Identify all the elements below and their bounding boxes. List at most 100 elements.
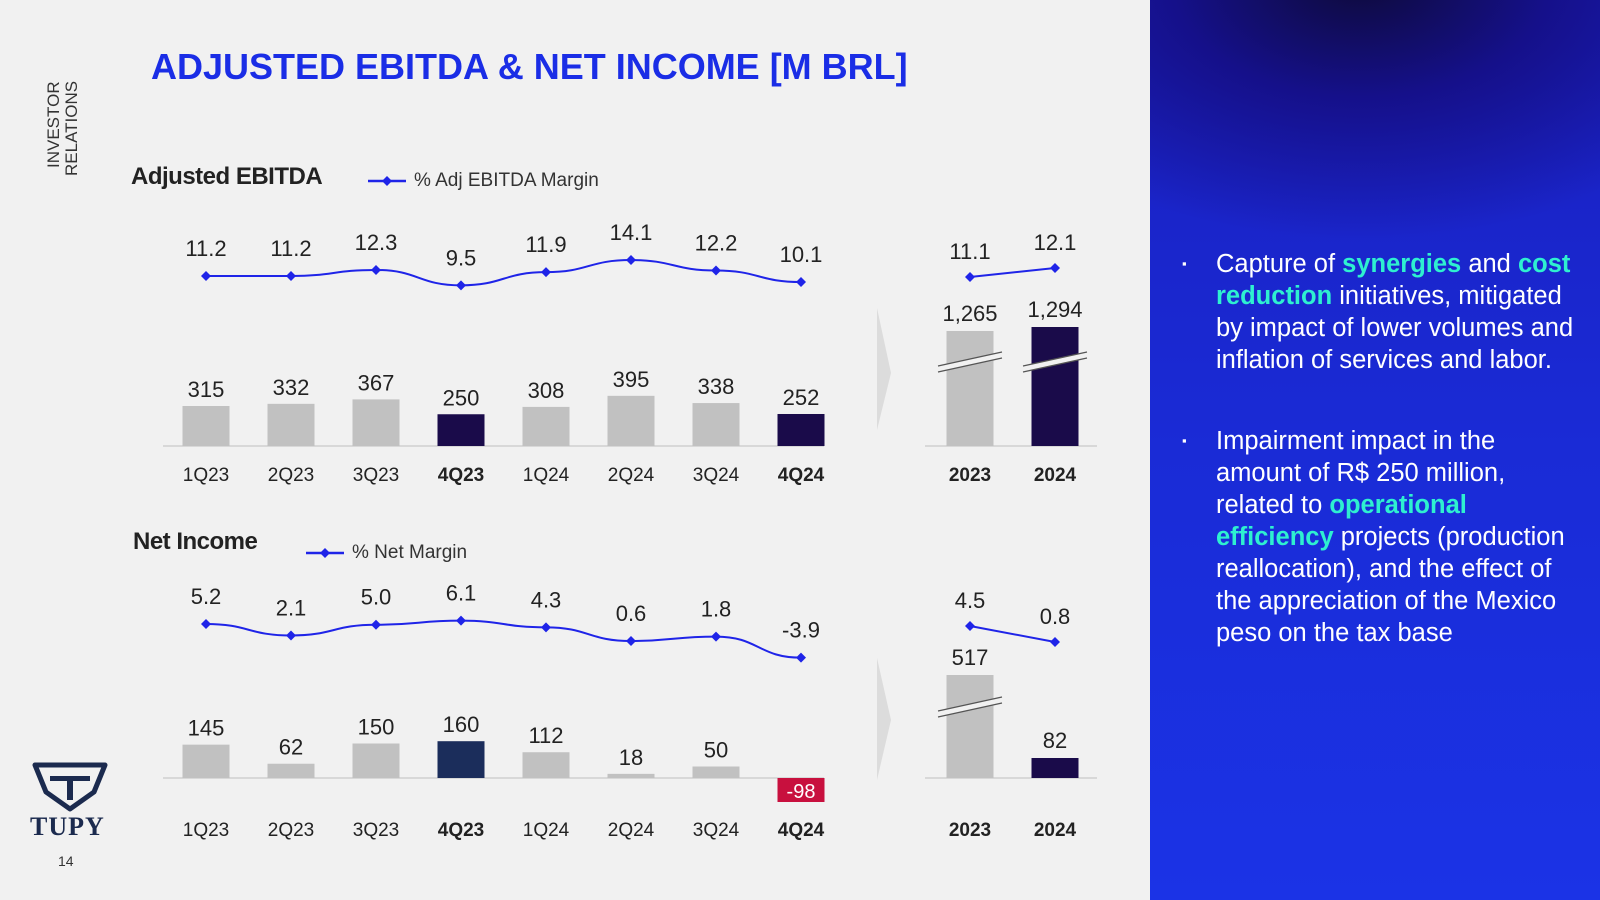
ebitda-legend: % Adj EBITDA Margin — [368, 170, 599, 192]
bar-data-label: 250 — [443, 385, 480, 410]
bar — [946, 675, 994, 778]
margin-line — [969, 625, 1056, 643]
bullet-item: ▪ Capture of synergies and cost reductio… — [1182, 248, 1582, 376]
bar-data-label: 1,265 — [942, 301, 997, 326]
commentary-bullets: ▪ Capture of synergies and cost reductio… — [1182, 248, 1582, 698]
margin-point — [286, 630, 296, 641]
tupy-shield-logo-icon — [32, 762, 108, 812]
charts: 315 1Q23 332 2Q23 367 3Q23 250 4Q23 308 1Q24 395 2Q… — [163, 220, 1097, 841]
margin-point — [201, 271, 211, 281]
highlight-text: synergies — [1342, 250, 1462, 278]
bar-data-label: 145 — [188, 716, 225, 741]
margin-data-label: 5.0 — [361, 585, 392, 610]
margin-point — [626, 636, 636, 647]
line-marker-icon — [368, 176, 406, 186]
bar — [946, 331, 994, 446]
margin-data-label: 2.1 — [276, 595, 307, 620]
x-tick-label: 2024 — [1034, 820, 1077, 841]
bar-data-label: 315 — [188, 377, 225, 402]
margin-point — [796, 652, 806, 663]
bullet-text: Capture of synergies and cost reduction … — [1216, 248, 1582, 376]
bar — [182, 405, 230, 446]
bar-data-label: 112 — [528, 723, 563, 748]
page-title: ADJUSTED EBITDA & NET INCOME [M BRL] — [151, 46, 908, 87]
x-tick-label: 4Q24 — [778, 465, 825, 486]
margin-point — [796, 277, 806, 288]
axis-break-line — [1022, 351, 1088, 367]
x-tick-label: 3Q24 — [693, 820, 740, 841]
highlight-text: operational efficiency — [1216, 491, 1467, 551]
margin-point — [965, 621, 975, 631]
bar — [522, 406, 570, 446]
bar-data-label: 517 — [952, 645, 989, 670]
bar-data-label: 1,294 — [1027, 297, 1082, 322]
net-income-legend-label: % Net Margin — [352, 542, 468, 563]
margin-data-label: 11.2 — [270, 236, 311, 261]
bar — [437, 414, 485, 446]
bar — [182, 744, 230, 778]
axis-break-line — [937, 357, 1003, 373]
bar-data-label: 160 — [443, 712, 480, 737]
bullet-marker: ▪ — [1182, 256, 1187, 271]
transition-arrow — [877, 658, 891, 780]
bar — [267, 403, 315, 446]
ebitda-section-title: Adjusted EBITDA — [131, 163, 323, 190]
bar — [267, 763, 315, 778]
axis-break-line — [937, 351, 1003, 367]
margin-point — [1050, 263, 1060, 273]
margin-point — [711, 265, 721, 276]
margin-data-label: 5.2 — [191, 584, 222, 609]
margin-data-label: 12.1 — [1034, 230, 1077, 255]
margin-data-label: 0.6 — [616, 601, 647, 626]
margin-point — [626, 255, 636, 266]
axis-break-gap — [938, 697, 1002, 717]
bullet-text-part: projects (production reallocation), and … — [1216, 523, 1565, 647]
margin-point — [371, 619, 381, 630]
margin-line — [205, 619, 802, 659]
margin-point — [456, 280, 466, 291]
margin-data-label: 12.2 — [695, 231, 738, 256]
axis-break-gap — [938, 352, 1002, 372]
margin-data-label: -3.9 — [782, 618, 820, 643]
margin-data-label: 4.3 — [531, 587, 562, 612]
margin-point — [201, 619, 211, 629]
margin-point — [541, 622, 551, 633]
bar-data-label: 308 — [528, 378, 565, 403]
margin-line — [969, 267, 1056, 278]
bar — [352, 743, 400, 778]
bar-data-label: 252 — [783, 385, 820, 410]
x-tick-label: 2Q23 — [268, 465, 314, 486]
bullet-text-part: Impairment impact in the amount of R$ 25… — [1216, 427, 1506, 519]
x-tick-label: 4Q23 — [438, 465, 484, 486]
x-tick-label: 3Q24 — [693, 465, 740, 486]
x-tick-label: 1Q24 — [523, 465, 570, 486]
margin-data-label: 6.1 — [446, 581, 477, 606]
x-tick-label: 2023 — [949, 820, 991, 841]
x-tick-label: 3Q23 — [353, 465, 399, 486]
net-income-section-title: Net Income — [133, 528, 258, 555]
axis-break-line — [1022, 357, 1088, 373]
bar-negative — [777, 778, 825, 802]
bar-data-label: 332 — [273, 375, 310, 400]
bar — [692, 766, 740, 778]
bar-data-label: 150 — [358, 715, 395, 740]
bar — [777, 413, 825, 446]
x-tick-label: 1Q24 — [523, 820, 570, 841]
margin-data-label: 11.9 — [525, 232, 566, 257]
bar-data-label: 50 — [704, 738, 728, 763]
margin-data-label: 11.2 — [185, 236, 226, 261]
commentary-panel — [1150, 0, 1600, 900]
bar — [607, 395, 655, 446]
bar-data-label: 395 — [613, 367, 650, 392]
margin-data-label: 9.5 — [446, 245, 477, 270]
x-tick-label: 4Q23 — [438, 820, 484, 841]
margin-data-label: 10.1 — [780, 242, 823, 267]
bullet-text: Impairment impact in the amount of R$ 25… — [1216, 425, 1582, 649]
margin-data-label: 4.5 — [955, 588, 986, 613]
margin-data-label: 0.8 — [1040, 604, 1071, 629]
x-tick-label: 1Q23 — [183, 465, 229, 486]
page-number: 14 — [58, 853, 74, 869]
bullet-text-part: Capture of — [1216, 250, 1343, 278]
margin-point — [965, 272, 975, 282]
margin-point — [286, 271, 296, 281]
